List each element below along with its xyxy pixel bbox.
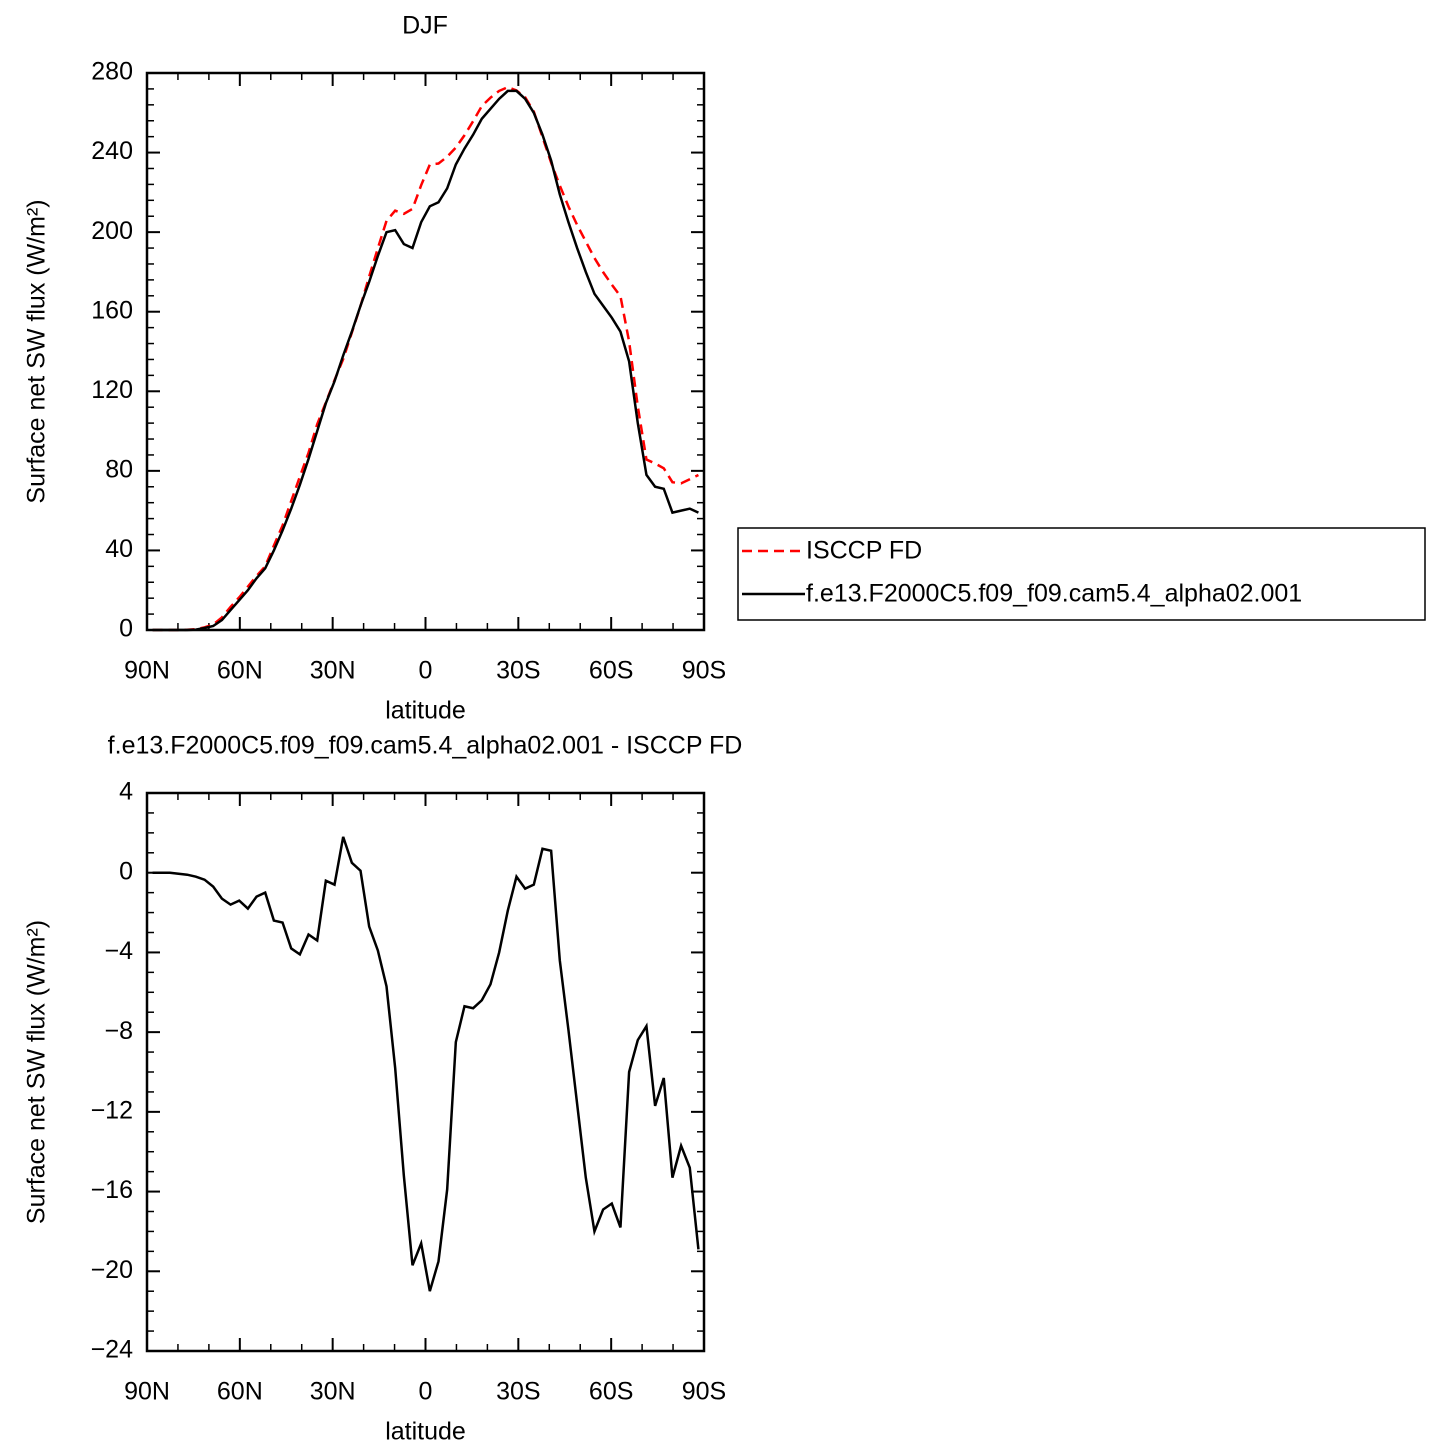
- y-tick-label: −4: [104, 937, 133, 965]
- y-tick-label: 200: [91, 217, 133, 245]
- data-line: [152, 89, 699, 632]
- y-tick-label: 120: [91, 376, 133, 404]
- y-tick-label: 280: [91, 58, 133, 86]
- data-line: [152, 836, 700, 1292]
- x-tick-label: 0: [419, 1378, 433, 1406]
- x-tick-label: 30S: [496, 657, 540, 685]
- data-line: [152, 85, 699, 632]
- y-tick-label: 40: [105, 535, 133, 563]
- x-tick-label: 30N: [310, 657, 356, 685]
- y-tick-label: 4: [119, 778, 133, 806]
- plot-frame: [145, 71, 706, 632]
- plot-frame: [145, 791, 706, 1353]
- chart-title: f.e13.F2000C5.f09_f09.cam5.4_alpha02.001…: [108, 732, 743, 760]
- y-tick-label: −20: [91, 1256, 133, 1284]
- y-tick-label: 0: [119, 857, 133, 885]
- legend-label: ISCCP FD: [806, 537, 922, 565]
- x-tick-label: 90N: [124, 1378, 170, 1406]
- legend-box: [737, 527, 1426, 621]
- x-tick-label: 90N: [124, 657, 170, 685]
- x-tick-label: 90S: [682, 657, 726, 685]
- y-tick-label: 80: [105, 455, 133, 483]
- x-tick-label: 60N: [217, 657, 263, 685]
- y-axis-label: Surface net SW flux (W/m²): [23, 920, 51, 1224]
- y-tick-label: −12: [91, 1096, 133, 1124]
- legend-label: f.e13.F2000C5.f09_f09.cam5.4_alpha02.001: [806, 580, 1302, 608]
- x-tick-label: 0: [419, 657, 433, 685]
- y-tick-label: −24: [91, 1336, 134, 1364]
- y-tick-label: 240: [91, 137, 133, 165]
- x-axis-label: latitude: [385, 697, 466, 725]
- x-tick-label: 60S: [589, 657, 633, 685]
- y-axis-label: Surface net SW flux (W/m²): [23, 199, 51, 503]
- chart-title: DJF: [402, 12, 448, 40]
- x-axis-label: latitude: [385, 1418, 466, 1446]
- y-tick-label: −8: [104, 1017, 133, 1045]
- x-tick-label: 90S: [682, 1378, 726, 1406]
- y-tick-label: 160: [91, 296, 133, 324]
- x-tick-label: 60S: [589, 1378, 633, 1406]
- x-tick-label: 30S: [496, 1378, 540, 1406]
- y-tick-label: −16: [91, 1176, 133, 1204]
- y-tick-label: 0: [119, 615, 133, 643]
- x-tick-label: 60N: [217, 1378, 263, 1406]
- x-tick-label: 30N: [310, 1378, 356, 1406]
